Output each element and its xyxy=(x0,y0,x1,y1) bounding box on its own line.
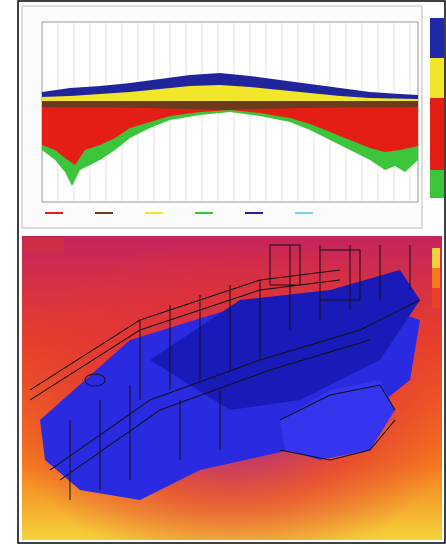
chart-panel xyxy=(22,6,444,228)
page xyxy=(0,0,446,544)
thermal-render xyxy=(22,236,442,540)
render-label-box xyxy=(24,238,64,252)
render-scale xyxy=(432,248,440,308)
color-bar xyxy=(430,18,444,198)
screenshot xyxy=(0,0,446,544)
